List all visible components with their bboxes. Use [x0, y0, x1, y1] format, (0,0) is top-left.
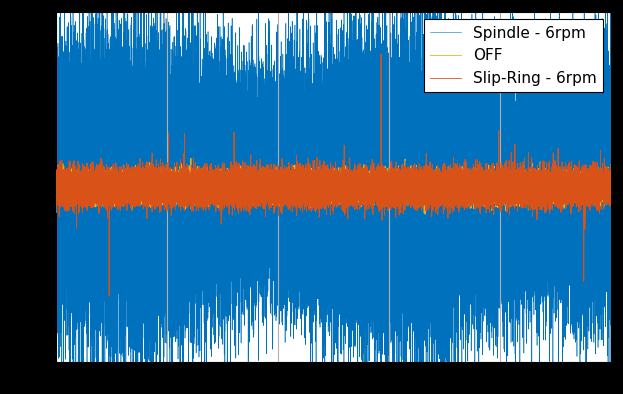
Slip-Ring - 6rpm: [105, 294, 113, 298]
OFF: [421, 212, 429, 217]
OFF: [186, 177, 193, 181]
OFF: [386, 190, 394, 195]
Slip-Ring - 6rpm: [265, 191, 272, 196]
Spindle - 6rpm: [265, 139, 272, 144]
Slip-Ring - 6rpm: [386, 200, 394, 204]
Line: Spindle - 6rpm: Spindle - 6rpm: [56, 0, 611, 394]
Slip-Ring - 6rpm: [353, 187, 361, 192]
OFF: [265, 186, 272, 191]
Line: OFF: OFF: [56, 158, 611, 214]
OFF: [464, 177, 472, 181]
Spindle - 6rpm: [353, 175, 361, 180]
Slip-Ring - 6rpm: [378, 52, 385, 56]
Spindle - 6rpm: [52, 198, 60, 203]
Slip-Ring - 6rpm: [607, 183, 614, 188]
Slip-Ring - 6rpm: [52, 191, 60, 196]
Slip-Ring - 6rpm: [186, 182, 193, 186]
Spindle - 6rpm: [186, 94, 193, 99]
Spindle - 6rpm: [607, 207, 614, 212]
Spindle - 6rpm: [90, 137, 98, 142]
Line: Slip-Ring - 6rpm: Slip-Ring - 6rpm: [56, 54, 611, 296]
Slip-Ring - 6rpm: [90, 189, 98, 194]
Spindle - 6rpm: [464, 135, 472, 139]
OFF: [607, 189, 614, 194]
OFF: [187, 156, 194, 161]
Spindle - 6rpm: [386, 198, 394, 203]
OFF: [353, 185, 361, 190]
Legend: Spindle - 6rpm, OFF, Slip-Ring - 6rpm: Spindle - 6rpm, OFF, Slip-Ring - 6rpm: [424, 19, 603, 92]
OFF: [90, 188, 98, 193]
OFF: [52, 196, 60, 201]
Slip-Ring - 6rpm: [464, 190, 472, 194]
